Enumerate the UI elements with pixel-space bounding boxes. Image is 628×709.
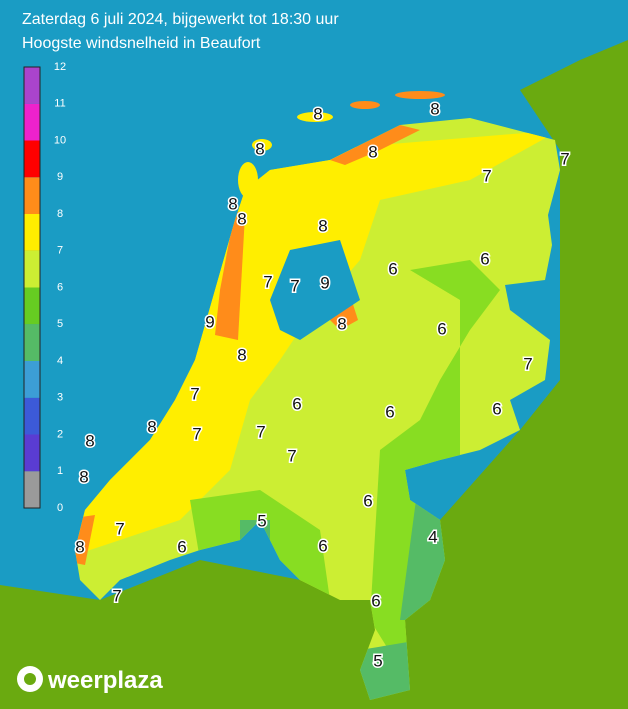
wind-label: 8 xyxy=(228,194,237,213)
wind-label: 8 xyxy=(75,537,84,556)
wind-label: 8 xyxy=(85,431,94,450)
wind-label: 8 xyxy=(368,142,377,161)
wind-label: 8 xyxy=(237,345,246,364)
legend-swatch xyxy=(24,361,40,398)
legend-swatch xyxy=(24,67,40,104)
legend-swatch xyxy=(24,287,40,325)
wind-label: 8 xyxy=(313,104,322,123)
legend-swatch xyxy=(24,397,40,435)
ijsselmeer xyxy=(270,240,360,340)
wind-label: 8 xyxy=(237,209,246,228)
wind-label: 4 xyxy=(428,527,437,546)
legend-tick-label: 12 xyxy=(54,61,66,73)
wind-label: 6 xyxy=(177,537,186,556)
wind-label: 7 xyxy=(287,446,296,465)
legend-swatch xyxy=(24,324,40,361)
logo-icon-dot xyxy=(24,673,36,685)
wind-label: 7 xyxy=(190,384,199,403)
legend-tick-label: 8 xyxy=(57,208,63,220)
wind-label: 7 xyxy=(482,166,491,185)
wind-label: 8 xyxy=(147,417,156,436)
wind-label: 5 xyxy=(257,511,266,530)
wind-label: 8 xyxy=(255,139,264,158)
wind-label: 8 xyxy=(318,216,327,235)
wind-label: 9 xyxy=(205,312,214,331)
wind-label: 6 xyxy=(437,319,446,338)
legend-swatch xyxy=(24,434,40,472)
legend-tick-label: 7 xyxy=(57,245,63,257)
legend-tick-label: 6 xyxy=(57,281,63,293)
island xyxy=(350,101,380,109)
wind-label: 9 xyxy=(320,273,329,292)
wind-label: 7 xyxy=(256,422,265,441)
legend-tick-label: 0 xyxy=(57,502,63,514)
legend-swatch xyxy=(24,140,40,178)
logo-text: weerplaza xyxy=(47,667,163,694)
wind-label: 7 xyxy=(290,276,299,295)
wind-label: 8 xyxy=(430,99,439,118)
title: Zaterdag 6 juli 2024, bijgewerkt tot 18:… xyxy=(22,11,339,28)
island xyxy=(297,112,333,122)
wind-label: 6 xyxy=(385,402,394,421)
legend-tick-label: 5 xyxy=(57,318,63,330)
wind-label: 6 xyxy=(492,399,501,418)
legend-tick-label: 3 xyxy=(57,392,63,404)
wind-label: 6 xyxy=(371,591,380,610)
legend-tick-label: 2 xyxy=(57,428,63,440)
wind-label: 6 xyxy=(292,394,301,413)
wind-label: 6 xyxy=(388,259,397,278)
wind-label: 7 xyxy=(115,519,124,538)
land xyxy=(0,40,628,709)
legend-tick-label: 4 xyxy=(57,355,63,367)
legend-swatch xyxy=(24,214,40,251)
wind-label: 6 xyxy=(318,536,327,555)
wind-label: 7 xyxy=(263,272,272,291)
legend-tick-label: 9 xyxy=(57,171,63,183)
island xyxy=(252,139,272,151)
legend-swatch xyxy=(24,103,40,141)
wind-label: 7 xyxy=(523,354,532,373)
island xyxy=(238,162,258,198)
wind-label: 8 xyxy=(79,467,88,486)
logo: weerplaza xyxy=(17,666,163,694)
legend-tick-label: 11 xyxy=(54,98,65,110)
wind-label: 5 xyxy=(373,651,382,670)
legend-tick-label: 10 xyxy=(54,134,66,146)
subtitle: Hoogste windsnelheid in Beaufort xyxy=(22,35,261,52)
wind-label: 7 xyxy=(192,424,201,443)
legend-swatch xyxy=(24,250,40,288)
legend-tick-label: 1 xyxy=(57,465,63,477)
island xyxy=(395,91,445,99)
wind-label: 7 xyxy=(560,149,569,168)
wind-label: 7 xyxy=(112,586,121,605)
wind-label: 6 xyxy=(480,249,489,268)
wind-label: 8 xyxy=(337,314,346,333)
legend-swatch xyxy=(24,177,40,214)
wind-label: 6 xyxy=(363,491,372,510)
legend-frame xyxy=(23,66,41,509)
legend-swatch xyxy=(24,471,40,508)
